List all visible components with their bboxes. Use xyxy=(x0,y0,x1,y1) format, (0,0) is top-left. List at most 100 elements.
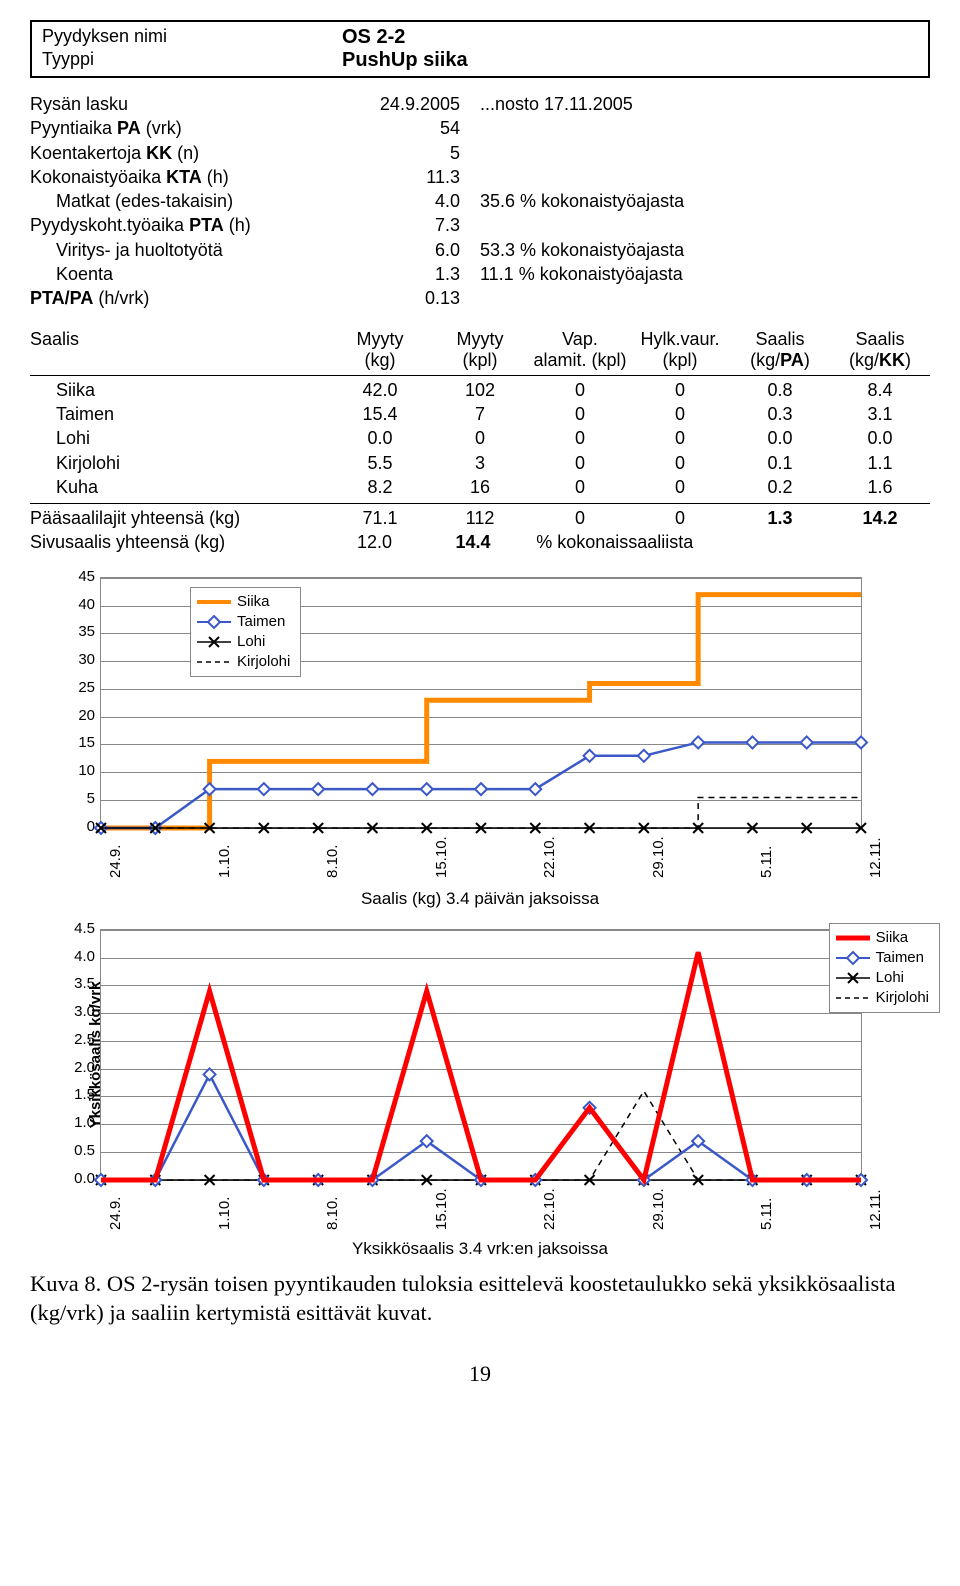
legend-label: Lohi xyxy=(237,633,265,650)
cell: 0 xyxy=(630,378,730,402)
figure-text: Kuva 8. OS 2-rysän toisen pyyntikauden t… xyxy=(30,1269,930,1328)
legend-item: Siika xyxy=(836,928,929,948)
legend: SiikaTaimenLohiKirjolohi xyxy=(829,923,940,1013)
info-extra xyxy=(480,165,830,189)
species-name: Taimen xyxy=(30,402,330,426)
totals-row: Sivusaalis yhteensä (kg)12.014.4% kokona… xyxy=(30,530,930,554)
table-row: Kuha8.216000.21.6 xyxy=(30,475,930,499)
info-value: 6.0 xyxy=(330,238,480,262)
info-label: Koentakertoja KK (n) xyxy=(30,141,330,165)
totals-label: Sivusaalis yhteensä (kg) xyxy=(30,530,325,554)
cell: 0 xyxy=(630,451,730,475)
y-tick: 3.5 xyxy=(61,975,95,992)
info-label: Kokonaistyöaika KTA (h) xyxy=(30,165,330,189)
info-label: Viritys- ja huoltotyötä xyxy=(30,238,330,262)
legend: SiikaTaimenLohiKirjolohi xyxy=(190,587,301,677)
x-tick: 29.10. xyxy=(650,836,667,878)
totals-row: Pääsaalilajit yhteensä (kg)71.1112001.31… xyxy=(30,503,930,530)
x-tick: 8.10. xyxy=(324,844,341,877)
totals: Pääsaalilajit yhteensä (kg)71.1112001.31… xyxy=(30,503,930,555)
y-tick: 4.5 xyxy=(61,920,95,937)
cell: 0 xyxy=(630,475,730,499)
y-tick: 5 xyxy=(61,790,95,807)
info-table: Rysän lasku24.9.2005...nosto 17.11.2005 P… xyxy=(30,92,930,311)
species-name: Lohi xyxy=(30,426,330,450)
header-name-value: OS 2-2 xyxy=(342,26,405,49)
y-tick: 0.5 xyxy=(61,1142,95,1159)
header-box: Pyydyksen nimi OS 2-2 Tyyppi PushUp siik… xyxy=(30,20,930,78)
cell: 0.2 xyxy=(730,475,830,499)
col-head: Myyty(kg) xyxy=(330,329,430,371)
cell: 0 xyxy=(430,426,530,450)
y-tick: 10 xyxy=(61,762,95,779)
legend-item: Taimen xyxy=(197,612,290,632)
col-head: Myyty(kpl) xyxy=(430,329,530,371)
x-tick: 5.11. xyxy=(758,846,775,878)
info-value: 24.9.2005 xyxy=(330,92,480,116)
x-tick: 15.10. xyxy=(433,836,450,878)
info-label: PTA/PA (h/vrk) xyxy=(30,286,330,310)
cell: 0.8 xyxy=(730,378,830,402)
cell: 0.0 xyxy=(730,426,830,450)
x-tick: 5.11. xyxy=(758,1198,775,1230)
info-extra xyxy=(480,286,830,310)
info-extra xyxy=(480,141,830,165)
cell: 3 xyxy=(430,451,530,475)
species-table: Siika42.0102000.88.4Taimen15.47000.33.1L… xyxy=(30,375,930,499)
y-tick: 2.5 xyxy=(61,1031,95,1048)
legend-label: Siika xyxy=(876,929,909,946)
cell: 15.4 xyxy=(330,402,430,426)
info-label: Rysän lasku xyxy=(30,92,330,116)
legend-item: Lohi xyxy=(197,632,290,652)
table-row: Taimen15.47000.33.1 xyxy=(30,402,930,426)
cell: 8.2 xyxy=(330,475,430,499)
y-tick: 4.0 xyxy=(61,948,95,965)
table-row: Siika42.0102000.88.4 xyxy=(30,378,930,402)
legend-item: Kirjolohi xyxy=(836,988,929,1008)
cell: 102 xyxy=(430,378,530,402)
cell: 0 xyxy=(630,426,730,450)
y-tick: 3.0 xyxy=(61,1003,95,1020)
cell: 0.3 xyxy=(730,402,830,426)
y-tick: 15 xyxy=(61,734,95,751)
y-tick: 25 xyxy=(61,679,95,696)
species-name: Kirjolohi xyxy=(30,451,330,475)
x-tick: 1.10. xyxy=(216,1196,233,1229)
info-extra: ...nosto 17.11.2005 xyxy=(480,92,830,116)
x-tick: 22.10. xyxy=(541,836,558,878)
info-value: 54 xyxy=(330,116,480,140)
info-label: Pyyntiaika PA (vrk) xyxy=(30,116,330,140)
header-row: Pyydyksen nimi OS 2-2 xyxy=(42,26,918,49)
cell: 16 xyxy=(430,475,530,499)
cell: 0 xyxy=(530,402,630,426)
x-tick: 15.10. xyxy=(433,1188,450,1230)
info-label: Pyydyskoht.työaika PTA (h) xyxy=(30,213,330,237)
info-label: Matkat (edes-takaisin) xyxy=(30,189,330,213)
info-extra: 11.1 % kokonaistyöajasta xyxy=(480,262,830,286)
cell: 5.5 xyxy=(330,451,430,475)
y-tick: 30 xyxy=(61,651,95,668)
col-head: Saalis xyxy=(30,329,330,371)
cell: 1.6 xyxy=(830,475,930,499)
x-tick: 29.10. xyxy=(650,1188,667,1230)
col-head: Saalis(kg/PA) xyxy=(730,329,830,371)
cell: 0.1 xyxy=(730,451,830,475)
info-label: Koenta xyxy=(30,262,330,286)
info-value: 7.3 xyxy=(330,213,480,237)
legend-label: Kirjolohi xyxy=(876,989,929,1006)
chart-caption: Saalis (kg) 3.4 päivän jaksoissa xyxy=(30,889,930,909)
legend-item: Siika xyxy=(197,592,290,612)
col-head: Hylk.vaur.(kpl) xyxy=(630,329,730,371)
saalis-header: Saalis Myyty(kg) Myyty(kpl) Vap.alamit. … xyxy=(30,329,930,371)
plot-area: 0.00.51.01.52.02.53.03.54.04.524.9.1.10.… xyxy=(100,929,862,1181)
chart-yksikkosaalis: Yksikkösaalis kg/vrk 0.00.51.01.52.02.53… xyxy=(30,929,930,1181)
cell: 42.0 xyxy=(330,378,430,402)
header-name-label: Pyydyksen nimi xyxy=(42,26,342,49)
info-extra xyxy=(480,116,830,140)
legend-label: Taimen xyxy=(237,613,285,630)
y-tick: 35 xyxy=(61,623,95,640)
table-row: Kirjolohi5.53000.11.1 xyxy=(30,451,930,475)
legend-label: Lohi xyxy=(876,969,904,986)
cell: 0 xyxy=(630,402,730,426)
y-tick: 0 xyxy=(61,818,95,835)
